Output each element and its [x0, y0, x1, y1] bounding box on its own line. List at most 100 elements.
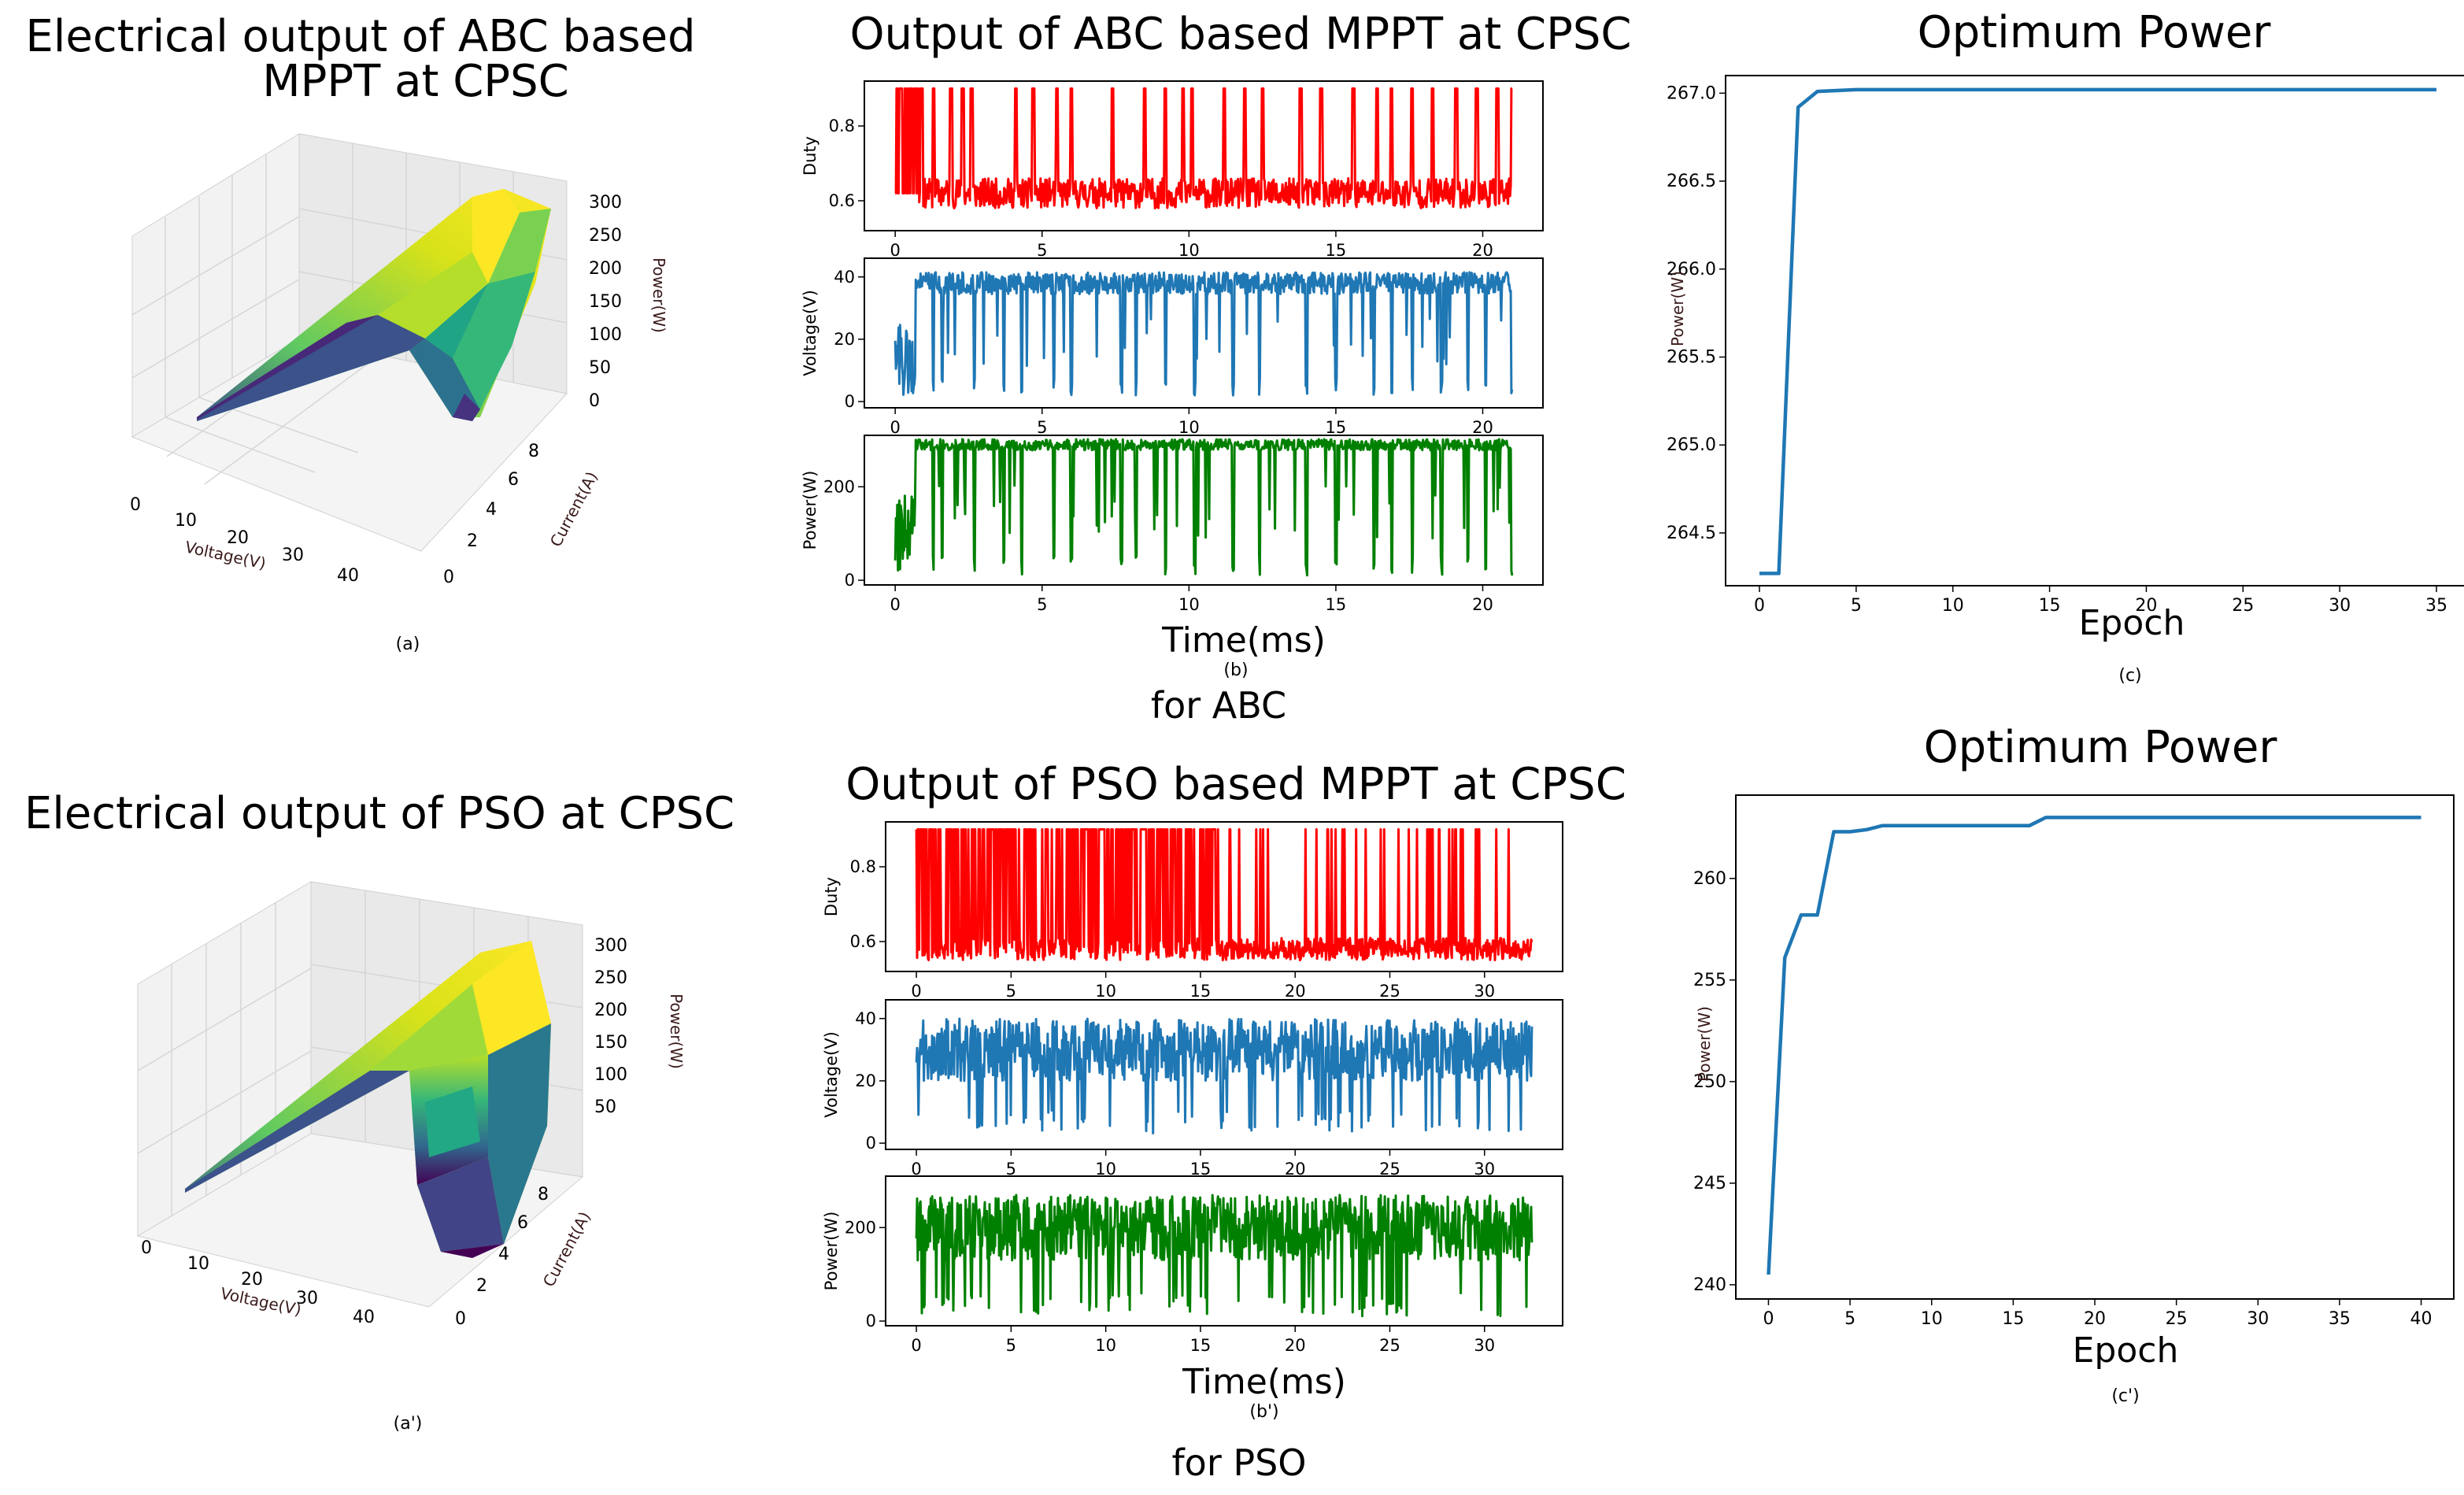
panel-a-ytick: 8 [528, 442, 539, 461]
c2-xtick-label: 5 [1844, 1309, 1855, 1329]
b2-xtick-label: 0 [911, 1160, 921, 1179]
c-ytick-label: 266.5 [1667, 172, 1716, 191]
b2-xtick-label: 5 [1006, 1336, 1016, 1355]
panel-a-ztick: 200 [589, 259, 622, 279]
panel-a-ztick: 50 [589, 358, 611, 378]
b-xtick-label: 20 [1472, 241, 1493, 260]
caption-b: (b) [1223, 661, 1248, 680]
panel-a2-zlabel: Power(W) [667, 994, 686, 1069]
b2-xtick-label: 5 [1006, 1160, 1016, 1179]
caption-b2: (b') [1249, 1402, 1278, 1422]
b2-subplot-frame [885, 1175, 1563, 1327]
panel-a2-xtick: 0 [141, 1238, 152, 1258]
b2-ytick-label: 0 [866, 1134, 876, 1153]
panel-a-xtick: 40 [337, 566, 359, 586]
b-xtick-label: 15 [1326, 241, 1347, 260]
b2-ytick-label: 200 [845, 1218, 876, 1237]
panel-a-xtick: 10 [175, 511, 197, 531]
caption-c2: (c') [2111, 1386, 2139, 1406]
panel-b-duty-subplot: 0 5 10 15 20 0.6 0.8 Duty [801, 80, 1544, 260]
panel-a-xtick: 0 [130, 495, 141, 515]
b-ytick-label: 0 [845, 571, 855, 590]
panel-c2-xlabel: Epoch [2073, 1330, 2179, 1371]
panel-a-ztick: 100 [589, 325, 622, 345]
b2-ytick-label: 0.8 [850, 857, 876, 876]
panel-a2-ytick: 6 [517, 1213, 528, 1233]
c-power-line [1759, 87, 2436, 575]
panel-a2-ztick: 100 [594, 1065, 627, 1085]
panel-a-xtick: 20 [227, 528, 249, 548]
c2-frame [1735, 794, 2455, 1300]
c2-xtick-label: 10 [1921, 1309, 1943, 1329]
panel-c2-title: Optimum Power [1924, 722, 2278, 773]
panel-a2-ztick: 300 [594, 936, 627, 956]
c2-ytick-label: 255 [1693, 971, 1726, 990]
panel-c-title: Optimum Power [1918, 7, 2272, 58]
b-subplot-frame [864, 80, 1544, 231]
panel-a-title-line2: MPPT at CPSC [262, 56, 568, 107]
c2-ytick-label: 260 [1693, 869, 1726, 889]
b2-series-1-line [915, 1017, 1534, 1134]
c2-xtick-label: 0 [1763, 1309, 1774, 1329]
c-xtick-label: 35 [2425, 596, 2447, 616]
b2-xtick-label: 20 [1285, 982, 1306, 1001]
b-subplot-ylabel: Voltage(V) [801, 290, 819, 376]
b-xtick-label: 5 [1037, 418, 1047, 437]
c-xtick-label: 20 [2135, 596, 2157, 616]
panel-a-xtick: 30 [282, 546, 304, 565]
panel-a: Electrical output of ABC based MPPT at C… [25, 11, 695, 654]
c2-xtick-label: 25 [2166, 1309, 2188, 1329]
b2-series-0-line [915, 828, 1534, 962]
panel-c-plot: 0 5 10 15 20 25 30 35 264.5 265.0 265.5 266.0 266.5 2… [1667, 75, 2464, 616]
b-xtick-label: 10 [1178, 418, 1200, 437]
b-xtick-label: 0 [890, 241, 900, 260]
panel-a2-ytick: 0 [455, 1309, 466, 1329]
caption-a: (a) [396, 635, 420, 654]
b2-xtick-label: 25 [1379, 1336, 1400, 1355]
b-xtick-label: 10 [1178, 595, 1200, 614]
panel-a-ztick: 150 [589, 292, 622, 312]
panel-b2-title: Output of PSO based MPPT at CPSC [845, 759, 1626, 810]
panel-c: Optimum Power 0 5 10 15 20 25 30 35 264.5 265.0 26… [1667, 7, 2464, 686]
panel-a2-title: Electrical output of PSO at CPSC [24, 788, 734, 839]
caption-a2: (a') [394, 1414, 423, 1434]
c-xtick-label: 30 [2329, 596, 2351, 616]
b2-xtick-label: 10 [1095, 1336, 1116, 1355]
c-xtick-label: 10 [1942, 596, 1964, 616]
b2-xtick-label: 5 [1006, 982, 1016, 1001]
panel-b2: Output of PSO based MPPT at CPSC 0 5 10 15 2… [822, 759, 1626, 1422]
c-xtick-label: 15 [2039, 596, 2061, 616]
panel-b-xlabel: Time(ms) [1161, 620, 1326, 661]
b-ytick-label: 40 [834, 268, 855, 287]
b2-xtick-label: 15 [1190, 1336, 1212, 1355]
c2-xtick-label: 15 [2002, 1309, 2024, 1329]
c2-ytick-label: 245 [1693, 1174, 1726, 1193]
panel-b-title: Output of ABC based MPPT at CPSC [849, 9, 1631, 60]
panel-a-ztick: 0 [589, 391, 600, 411]
b2-xtick-label: 30 [1474, 1336, 1495, 1355]
b2-xtick-label: 30 [1474, 982, 1495, 1001]
panel-a2-xtick: 20 [241, 1270, 263, 1290]
b-series-2-line [893, 438, 1514, 577]
c2-xtick-label: 30 [2247, 1309, 2269, 1329]
b-ytick-label: 0.6 [829, 191, 855, 210]
c-frame [1725, 75, 2464, 587]
panel-a2-ztick: 250 [594, 968, 627, 988]
b2-subplot-ylabel: Voltage(V) [822, 1031, 841, 1118]
c2-xtick-label: 40 [2410, 1309, 2433, 1329]
b-subplot-frame [864, 435, 1544, 586]
c-ytick-label: 266.0 [1667, 260, 1716, 279]
panel-a2-ytick: 4 [498, 1245, 509, 1264]
panel-a-ytick: 2 [467, 531, 478, 551]
b2-xtick-label: 25 [1379, 982, 1400, 1001]
b2-ytick-label: 0.6 [850, 932, 876, 951]
panel-a-ytick: 0 [443, 568, 454, 587]
c-xtick-label: 25 [2232, 596, 2254, 616]
panel-a2-xtick: 10 [187, 1254, 209, 1274]
b-xtick-label: 0 [890, 418, 900, 437]
b2-series-2-line [915, 1193, 1534, 1318]
b-xtick-label: 20 [1472, 595, 1493, 614]
b-series-0-line [894, 87, 1513, 209]
